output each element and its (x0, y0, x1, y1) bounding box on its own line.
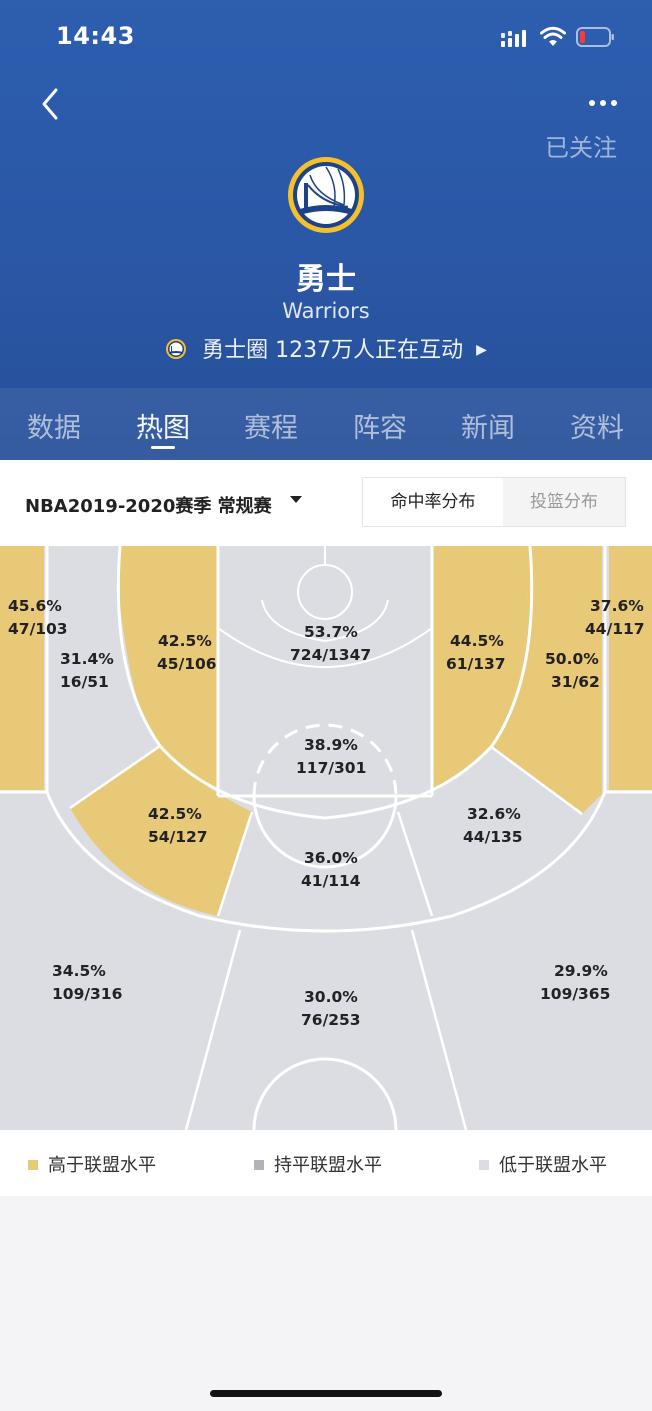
zone-pct: 42.5% (148, 805, 202, 823)
zone-right-short-mid (432, 546, 528, 790)
team-circle-name: 勇士圈 (202, 338, 269, 363)
status-time: 14:43 (56, 22, 135, 50)
zone-left-elbow-mid (70, 746, 252, 916)
zone-made-att: 54/127 (148, 828, 208, 846)
team-name-en: Warriors (282, 299, 370, 323)
active-tab-indicator (151, 446, 175, 449)
season-selector[interactable]: NBA2019-2020赛季 常规赛 (25, 496, 272, 517)
zone-pct: 34.5% (52, 962, 106, 980)
tab-schedule[interactable]: 赛程 (244, 413, 298, 444)
court-lines (0, 546, 652, 1130)
wifi-icon (540, 26, 566, 46)
shot-distribution-button[interactable]: 投篮分布 (503, 478, 625, 526)
zone-made-att: 45/106 (157, 655, 217, 673)
zone-labels: 45.6% 47/103 31.4% 16/51 42.5% 45/106 53… (8, 597, 645, 1029)
zone-pct: 31.4% (60, 650, 114, 668)
warriors-logo-icon (288, 157, 364, 233)
tab-heatmap[interactable]: 热图 (136, 413, 190, 444)
zone-pct: 32.6% (467, 805, 521, 823)
view-toggle: 命中率分布 投篮分布 (362, 477, 626, 527)
zone-pct: 38.9% (304, 736, 358, 754)
team-circle-link[interactable]: 勇士圈 1237万人正在互动 ▶ (0, 332, 652, 364)
zone-pct: 44.5% (450, 632, 504, 650)
more-icon[interactable] (586, 92, 620, 114)
legend-item-above: 高于联盟水平 (28, 1151, 156, 1177)
shot-heatmap-court: 45.6% 47/103 31.4% 16/51 42.5% 45/106 53… (0, 546, 652, 1130)
zone-pct: 30.0% (304, 988, 358, 1006)
tab-stats[interactable]: 数据 (27, 413, 81, 444)
tab-profile[interactable]: 资料 (570, 413, 624, 444)
legend-swatch-below (479, 1160, 489, 1170)
team-header: 14:43 已关注 (0, 0, 652, 460)
zone-made-att: 61/137 (446, 655, 506, 673)
zone-pct: 29.9% (554, 962, 608, 980)
filter-bar: NBA2019-2020赛季 常规赛 命中率分布 投篮分布 (0, 460, 652, 546)
zone-pct: 50.0% (545, 650, 599, 668)
zone-pct: 45.6% (8, 597, 62, 615)
zone-made-att: 109/316 (52, 985, 122, 1003)
zone-made-att: 31/62 (551, 673, 600, 691)
back-arrow-icon[interactable] (36, 86, 66, 122)
zone-pct: 53.7% (304, 623, 358, 641)
follow-status-button[interactable]: 已关注 (545, 134, 617, 162)
legend-item-equal: 持平联盟水平 (254, 1151, 382, 1177)
zone-pct: 36.0% (304, 849, 358, 867)
tab-roster[interactable]: 阵容 (353, 413, 407, 444)
legend-label-above: 高于联盟水平 (48, 1155, 156, 1176)
team-name-cn: 勇士 (296, 262, 356, 297)
zone-top-key-mid (218, 812, 432, 929)
zone-made-att: 724/1347 (290, 646, 371, 664)
legend-swatch-equal (254, 1160, 264, 1170)
team-circle-count: 1237万人正在互动 (275, 338, 464, 363)
zone-made-att: 47/103 (8, 620, 68, 638)
legend-label-below: 低于联盟水平 (499, 1155, 607, 1176)
team-tabs: 数据 热图 赛程 阵容 新闻 资料 (0, 388, 652, 460)
status-bar: 14:43 (0, 18, 652, 58)
zone-left-corner-3 (0, 546, 44, 790)
caret-down-icon[interactable] (290, 496, 302, 503)
accuracy-distribution-button[interactable]: 命中率分布 (363, 478, 503, 526)
zone-made-att: 117/301 (296, 759, 366, 777)
warriors-mini-logo-icon (166, 339, 187, 359)
zone-made-att: 16/51 (60, 673, 109, 691)
zone-made-att: 109/365 (540, 985, 610, 1003)
zone-left-baseline-mid (50, 546, 160, 808)
zone-right-baseline-mid (490, 546, 602, 814)
home-indicator (210, 1390, 442, 1397)
zone-made-att: 44/135 (463, 828, 523, 846)
zone-pct: 42.5% (158, 632, 212, 650)
zone-made-att: 76/253 (301, 1011, 361, 1029)
legend-swatch-above (28, 1160, 38, 1170)
tab-news[interactable]: 新闻 (461, 413, 515, 444)
heatmap-legend: 高于联盟水平 持平联盟水平 低于联盟水平 (0, 1130, 652, 1196)
zone-pct: 37.6% (590, 597, 644, 615)
zone-right-corner-3 (609, 546, 652, 790)
chevron-right-icon: ▶ (476, 342, 487, 358)
zone-made-att: 44/117 (585, 620, 645, 638)
zone-left-short-mid (120, 546, 218, 790)
signal-icon (501, 30, 526, 47)
zone-right-elbow-mid (398, 746, 582, 916)
legend-label-equal: 持平联盟水平 (274, 1155, 382, 1176)
legend-item-below: 低于联盟水平 (479, 1151, 607, 1177)
battery-icon (576, 27, 614, 47)
zone-made-att: 41/114 (301, 872, 361, 890)
